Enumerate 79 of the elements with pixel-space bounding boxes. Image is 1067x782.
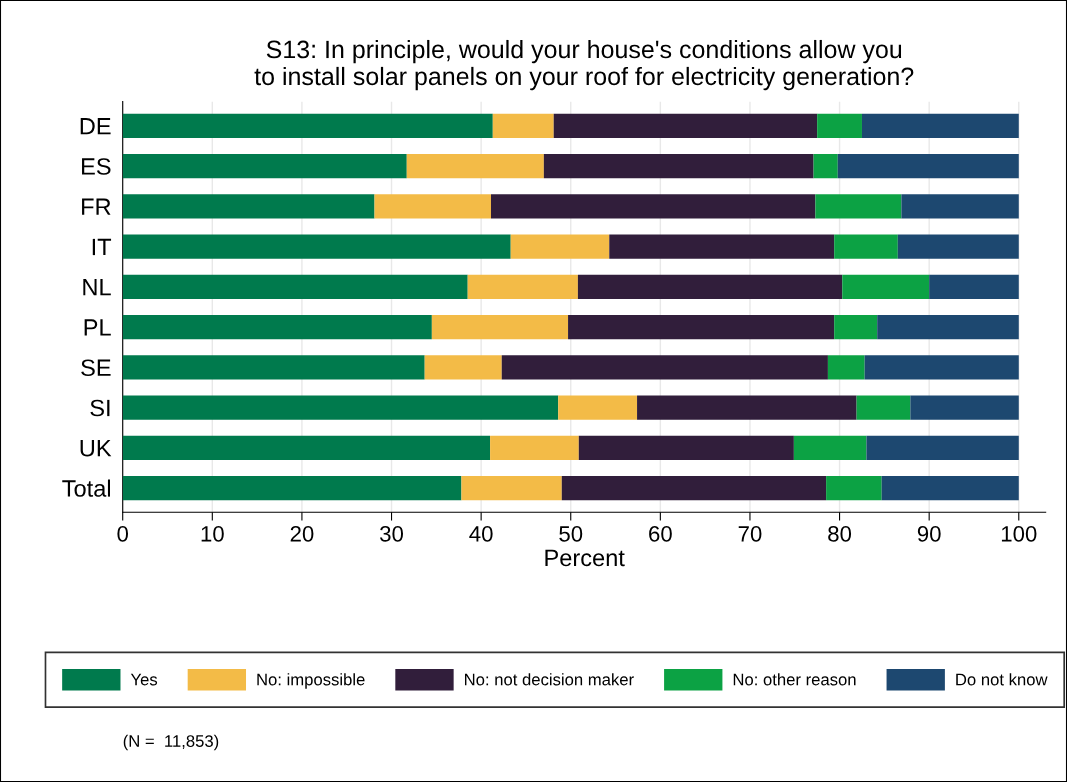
bar	[826, 475, 882, 501]
bar	[793, 435, 867, 460]
y-tick-label: IT	[92, 238, 112, 256]
bar	[122, 395, 559, 420]
bar	[510, 234, 610, 259]
x-tick-label: 70	[738, 525, 762, 542]
bar	[834, 314, 878, 340]
bar	[834, 234, 898, 259]
bar	[861, 113, 1019, 138]
bar	[406, 153, 544, 179]
bar	[817, 113, 862, 138]
bar	[461, 475, 562, 501]
bar	[609, 234, 835, 259]
y-tick-label: PL	[84, 319, 111, 336]
bar	[637, 395, 857, 420]
bar	[815, 194, 902, 219]
bar	[122, 435, 491, 460]
legend-label: No: other reason	[733, 673, 856, 686]
bar	[561, 475, 827, 501]
x-tick-label: 20	[290, 525, 314, 542]
y-tick-label: ES	[82, 158, 111, 175]
bar	[431, 314, 569, 340]
bar	[543, 153, 814, 179]
x-tick-label: 0	[117, 525, 129, 542]
y-tick-label: FR	[82, 198, 111, 215]
y-tick-label: SI	[90, 399, 110, 417]
bar	[553, 113, 818, 138]
bar	[813, 153, 838, 179]
bar	[122, 234, 511, 259]
x-tick-label: 50	[559, 525, 583, 542]
bar	[558, 395, 638, 420]
x-tick-label: 100	[1001, 525, 1037, 542]
bar	[864, 355, 1019, 380]
bar	[929, 274, 1019, 299]
x-tick-label: 90	[917, 525, 941, 542]
legend-label: No: impossible	[257, 673, 365, 689]
text: (N = 11,853)	[123, 734, 219, 751]
bar	[490, 194, 816, 219]
bar	[568, 314, 835, 340]
bar	[492, 113, 554, 138]
x-tick-label: 30	[380, 525, 404, 542]
bar	[842, 274, 930, 299]
x-axis-title: Percent	[545, 549, 625, 567]
bar	[856, 395, 911, 420]
y-tick-label: NL	[83, 279, 111, 296]
bar	[827, 355, 865, 380]
legend-label: No: not decision maker	[465, 673, 634, 686]
bar	[578, 435, 794, 460]
bar	[577, 274, 843, 299]
legend-label: Yes	[130, 673, 158, 686]
bar	[501, 355, 828, 380]
x-tick-label: 10	[201, 525, 224, 542]
y-tick-label: UK	[80, 440, 112, 457]
bar	[901, 194, 1019, 219]
legend-label: Do not know	[956, 673, 1048, 686]
bar	[122, 153, 407, 179]
bar	[122, 194, 375, 219]
bar	[881, 475, 1019, 501]
y-tick-label: DE	[80, 118, 111, 135]
bar	[122, 314, 432, 340]
bar	[490, 435, 579, 460]
bar	[877, 314, 1019, 340]
bar	[467, 274, 578, 299]
x-tick-label: 60	[649, 525, 672, 542]
y-tick-label: SE	[81, 359, 111, 377]
x-tick-label: 80	[828, 525, 852, 542]
bar	[374, 194, 491, 219]
y-tick-label: Total	[62, 479, 111, 497]
bar	[122, 475, 462, 501]
x-tick-label: 40	[469, 525, 493, 542]
bar	[122, 274, 468, 299]
chart-title: S13: In principle, would your house's conditions allow you to install solar panels on your roof for electricity generation?	[254, 39, 914, 91]
bar	[122, 113, 493, 138]
bar	[837, 153, 1019, 179]
bar	[897, 234, 1019, 259]
bar	[866, 435, 1019, 460]
bar	[122, 355, 425, 380]
bar	[910, 395, 1019, 420]
bar	[424, 355, 502, 380]
